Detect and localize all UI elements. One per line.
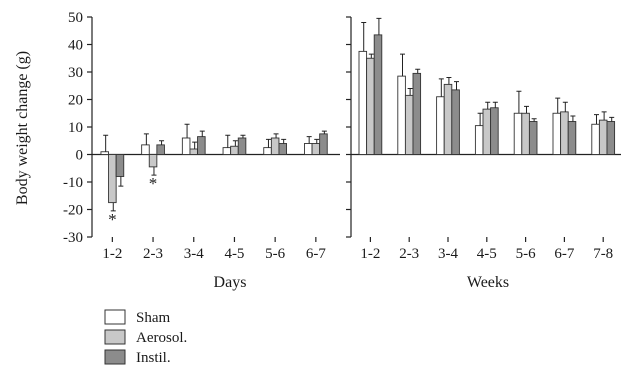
bar-weeks-sham [552,112,562,155]
bar-days-aerosol [189,148,198,155]
y-axis-title: Body weight change (g) [14,51,31,205]
bar-weeks-aerosol [404,94,414,155]
bar-days-sham [263,147,272,155]
y-tick-label: -20 [63,203,83,219]
x-tick-label-weeks: 6-7 [554,246,574,262]
bar-weeks-aerosol [482,108,492,155]
x-tick-label-days: 1-2 [102,246,122,262]
legend-label: Instil. [136,350,171,366]
bar-weeks-sham [474,125,484,155]
bar-days-instil [278,143,288,155]
bar-days-instil [319,133,328,155]
bar-weeks-sham [358,50,368,155]
bar-days-instil [237,137,247,155]
weeks-panel: 1-2 2-3 3-4 4-5 5-6 6-7 7-8 [346,16,621,262]
y-tick-label: 50 [68,10,83,26]
significance-star: * [108,210,117,229]
x-tick-label-days: 2-3 [143,246,163,262]
legend: Sham Aerosol. Instil. [104,309,187,366]
bar-days-aerosol [311,143,321,155]
bar-weeks-sham [513,112,523,155]
x-tick-label-weeks: 5-6 [516,246,536,262]
x-tick-label-weeks: 4-5 [477,246,497,262]
legend-swatch [104,309,126,325]
y-tick-label: 30 [68,65,83,81]
x-axis-title-days: Days [214,274,247,291]
bar-weeks-sham [397,75,406,155]
bar-weeks-instil [606,121,616,155]
bar-weeks-instil [490,107,499,155]
bar-days-sham [304,143,313,155]
x-tick-label-weeks: 7-8 [593,246,613,262]
bar-days-instil [115,154,125,177]
bar-days-aerosol [108,154,117,204]
x-tick-label-days: 3-4 [184,246,204,262]
bar-weeks-aerosol [443,83,453,155]
bar-weeks-instil [567,121,577,155]
y-tick-label: 0 [76,148,84,164]
bar-weeks-instil [373,34,383,155]
bar-weeks-aerosol [560,111,569,155]
bar-weeks-sham [591,123,600,155]
y-tick-label: 10 [68,120,83,136]
bar-weeks-aerosol [521,112,530,155]
x-tick-label-weeks: 1-2 [360,246,380,262]
bar-days-instil [197,136,206,155]
y-tick-label: -30 [63,230,83,246]
y-tick-label: -10 [63,175,83,191]
bar-days-sham [181,137,191,155]
bar-days-instil [156,144,165,155]
x-tick-label-weeks: 2-3 [399,246,419,262]
legend-swatch [104,329,126,345]
legend-swatch [104,349,126,365]
legend-label: Sham [136,310,171,326]
significance-star: * [149,174,158,193]
bar-weeks-aerosol [366,57,375,155]
x-tick-label-days: 6-7 [306,246,326,262]
bar-weeks-aerosol [598,119,608,155]
bar-days-sham [100,151,109,155]
bar-days-sham [141,144,150,155]
x-tick-label-weeks: 3-4 [438,246,458,262]
legend-label: Aerosol. [136,330,187,346]
bar-days-aerosol [270,137,280,155]
bar-days-sham [222,147,232,155]
y-tick-label: 40 [68,38,83,54]
y-tick-label: 20 [68,93,83,109]
x-tick-label-days: 4-5 [224,246,244,262]
bar-weeks-instil [412,72,422,155]
bar-weeks-instil [451,89,460,155]
bar-weeks-sham [436,96,445,155]
x-tick-label-days: 5-6 [265,246,285,262]
bar-weeks-instil [528,121,538,155]
x-axis-title-weeks: Weeks [467,274,509,291]
days-panel: 50 40 30 20 10 0 -10 -20 -30 1-2 2-3 3-4 4-5 5-6 6-7 * * [63,10,340,262]
bar-days-aerosol [230,145,239,155]
bar-days-aerosol [148,154,158,168]
